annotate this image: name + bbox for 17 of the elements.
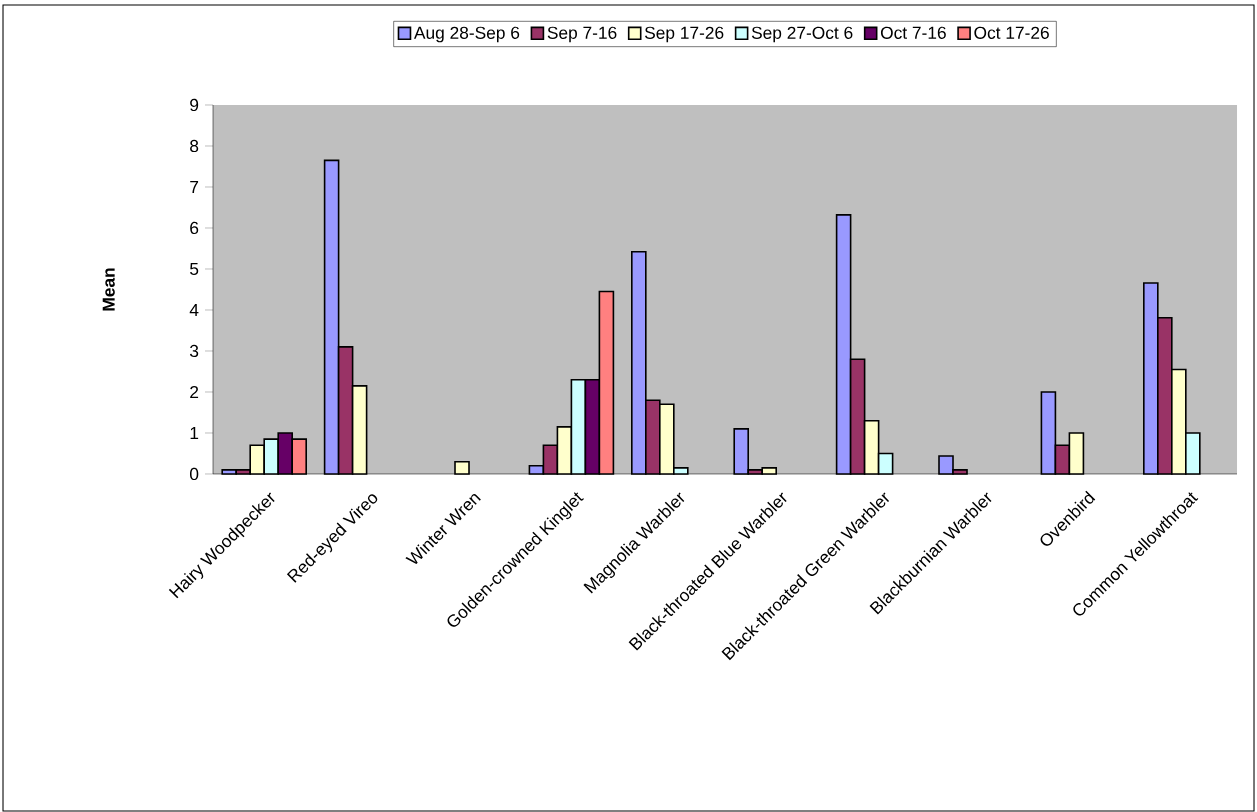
y-tick-label: 2 xyxy=(190,385,199,399)
y-tick-label: 8 xyxy=(190,139,199,153)
legend-label: Oct 17-26 xyxy=(974,26,1049,39)
y-tick-label: 4 xyxy=(189,304,199,316)
legend-label: Oct 7-16 xyxy=(880,26,946,39)
y-tick-label: 1 xyxy=(190,427,199,439)
legend-label: Sep 7-16 xyxy=(547,26,617,43)
y-tick-label: 3 xyxy=(189,344,199,358)
legend-label: Aug 28-Sep 6 xyxy=(413,26,520,43)
y-axis-title: Mean xyxy=(102,268,115,311)
y-tick-label: 9 xyxy=(190,98,199,112)
legend-label: Sep 17-26 xyxy=(644,26,724,43)
legend-label: Sep 27-Oct 6 xyxy=(751,26,853,43)
y-tick-label: 0 xyxy=(189,467,199,481)
y-tick-label: 7 xyxy=(190,181,199,193)
y-tick-label: 5 xyxy=(190,262,199,276)
y-tick-label: 6 xyxy=(190,221,199,235)
